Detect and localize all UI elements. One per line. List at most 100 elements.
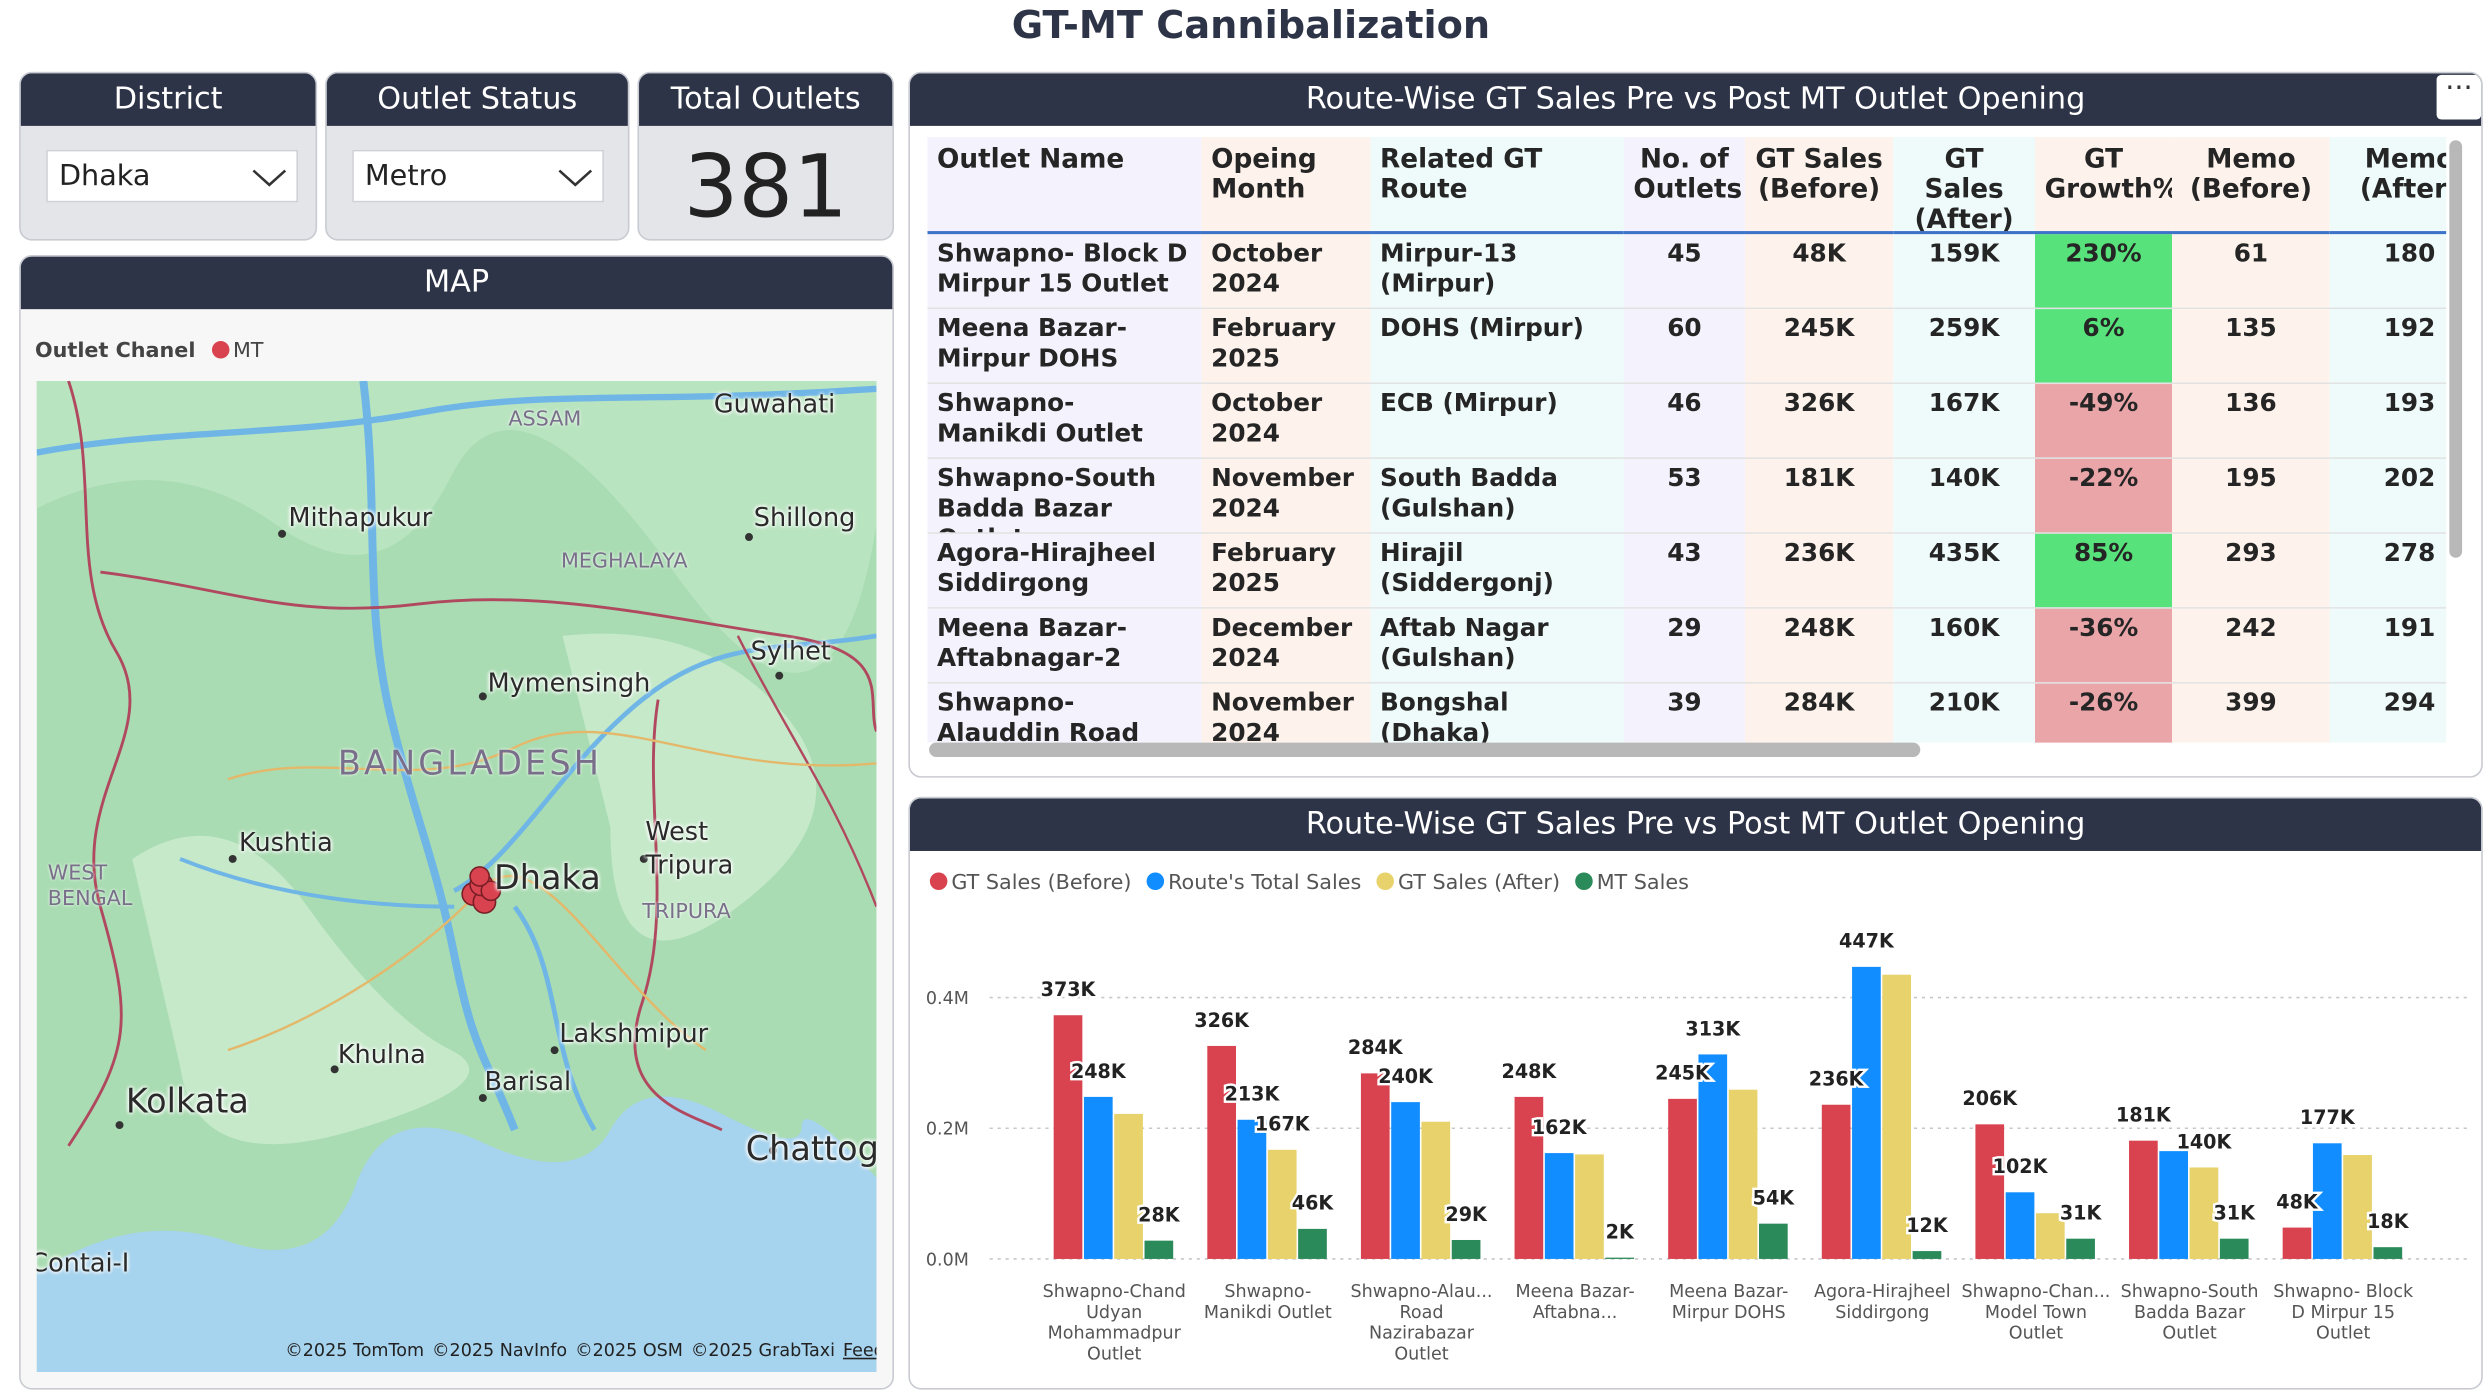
- chart-title: Route-Wise GT Sales Pre vs Post MT Outle…: [909, 798, 2482, 851]
- table-cell: Meena Bazar-Mirpur DOHS: [927, 309, 1202, 385]
- data-label: 177K: [2300, 1106, 2356, 1129]
- dropdown-value: Metro: [364, 159, 448, 193]
- column-header: GT Sales (Before): [1744, 137, 1894, 235]
- place-label: Kolkata: [125, 1082, 249, 1121]
- bar: [1207, 1045, 1236, 1259]
- bar: [2343, 1155, 2372, 1259]
- table-cell: -26%: [2035, 683, 2173, 743]
- table-cell: 140K: [1893, 458, 2036, 534]
- place-label: Kushtia: [239, 827, 333, 858]
- attribution: ©2025 OSM: [575, 1340, 683, 1361]
- y-tick-label: 0.4M: [926, 989, 969, 1009]
- legend-label: GT Sales (After): [1398, 870, 1560, 894]
- data-label: 48K: [2276, 1190, 2319, 1213]
- filter-label: Outlet Status: [326, 73, 628, 126]
- table-cell: -22%: [2035, 458, 2173, 534]
- legend-label: GT Sales (Before): [951, 870, 1131, 894]
- v-scrollbar[interactable]: [2449, 140, 2463, 558]
- data-label: 18K: [2367, 1210, 2410, 1233]
- table-cell: 167K: [1893, 384, 2036, 459]
- place-label: BANGLADESH: [337, 744, 603, 783]
- kpi-label: Total Outlets: [639, 73, 893, 126]
- place-label: Shillong: [753, 501, 856, 533]
- dropdown[interactable]: Metro: [352, 149, 604, 203]
- bar: [1360, 1073, 1390, 1259]
- map[interactable]: ©2025 TomTom ©2025 NavInfo ©2025 OSM ©2025 …: [36, 380, 877, 1373]
- bar: [1267, 1149, 1297, 1259]
- bar: [1298, 1228, 1327, 1259]
- table-cell: 60: [1623, 309, 1745, 385]
- bar: [1575, 1154, 1604, 1259]
- table-cell: 278: [2329, 533, 2447, 609]
- data-label: 2K: [1606, 1221, 1635, 1244]
- column-header: GT Growth%: [2035, 137, 2173, 235]
- x-tick-label: Shwapno-Manikdi Outlet: [1203, 1281, 1332, 1323]
- data-label: 248K: [1502, 1060, 1558, 1083]
- table-cell: 259K: [1893, 309, 2036, 385]
- x-tick-label: Shwapno-South Badda Bazar Outlet: [2120, 1281, 2259, 1344]
- column-header: No. of Outlets: [1623, 137, 1745, 235]
- bar: [2129, 1140, 2158, 1259]
- data-label: 12K: [1906, 1214, 1949, 1237]
- column-header: Memo (Before): [2172, 137, 2330, 235]
- legend-item: MT: [232, 339, 264, 364]
- feedback-link[interactable]: Feedback: [842, 1340, 876, 1361]
- dropdown-value: Dhaka: [58, 159, 151, 193]
- bar: [2219, 1238, 2249, 1259]
- table-cell: Shwapno- Block D Mirpur 15 Outlet: [927, 234, 1202, 310]
- table-cell: 435K: [1893, 533, 2036, 609]
- place-label: Khulna: [337, 1039, 426, 1070]
- data-label: 167K: [1255, 1113, 1311, 1136]
- more-options[interactable]: ···: [2436, 74, 2482, 120]
- map-base: [36, 380, 877, 1373]
- place-label: Chattogram: [745, 1129, 877, 1169]
- attribution: ©2025 GrabTaxi: [690, 1340, 836, 1361]
- data-label: 313K: [1685, 1017, 1741, 1040]
- place-label: Guwahati: [713, 388, 836, 420]
- dropdown[interactable]: Dhaka: [46, 149, 299, 203]
- h-scrollbar[interactable]: [929, 742, 1921, 757]
- data-label: 181K: [2116, 1104, 2172, 1127]
- data-label: 213K: [1225, 1083, 1281, 1106]
- bar: [1053, 1015, 1083, 1259]
- table-title: Route-Wise GT Sales Pre vs Post MT Outle…: [909, 73, 2482, 126]
- table-cell: November 2024: [1201, 458, 1371, 534]
- table-cell: 293: [2172, 533, 2330, 609]
- data-label: 206K: [1962, 1087, 2018, 1110]
- x-tick-label: Shwapno- Block D Mirpur 15 Outlet: [2273, 1281, 2414, 1344]
- table-cell: 45: [1623, 234, 1745, 310]
- data-label: 28K: [1138, 1204, 1181, 1227]
- data-label: 236K: [1809, 1068, 1865, 1091]
- table-cell: -49%: [2035, 384, 2173, 459]
- bar: [1237, 1119, 1267, 1259]
- bar: [2159, 1151, 2188, 1259]
- table-cell: 245K: [1744, 309, 1894, 385]
- table-cell: Shwapno- Manikdi Outlet: [927, 384, 1202, 459]
- district-filter: District Dhaka: [19, 71, 318, 241]
- data-table: Outlet Name Opeing Month Related GT Route N…: [927, 137, 2447, 743]
- bar: [1975, 1124, 2005, 1259]
- legend-marker: [1575, 872, 1593, 891]
- table-cell: 195: [2172, 458, 2330, 534]
- status-filter: Outlet Status Metro: [325, 71, 630, 241]
- column-header: Related GT Route: [1370, 137, 1624, 235]
- table-cell: 85%: [2035, 533, 2173, 609]
- table-cell: 39: [1623, 683, 1745, 743]
- kpi-value: 381: [683, 137, 848, 238]
- column-header: GT Sales (After): [1893, 137, 2036, 235]
- place-label: Mymensingh: [487, 667, 651, 698]
- data-label: 240K: [1378, 1065, 1434, 1088]
- bar: [1114, 1113, 1143, 1259]
- data-label: 447K: [1839, 930, 1895, 953]
- data-label: 373K: [1041, 978, 1097, 1001]
- table-cell: December 2024: [1201, 608, 1371, 684]
- bar: [2282, 1227, 2312, 1259]
- table-cell: 48K: [1744, 234, 1894, 310]
- legend-marker: [929, 872, 948, 891]
- table-cell: 135: [2172, 309, 2330, 385]
- table-cell: Bongshal (Dhaka): [1370, 683, 1624, 743]
- table-cell: October 2024: [1201, 234, 1371, 310]
- place-label: TRIPURA: [642, 900, 731, 925]
- bar: [2373, 1247, 2403, 1259]
